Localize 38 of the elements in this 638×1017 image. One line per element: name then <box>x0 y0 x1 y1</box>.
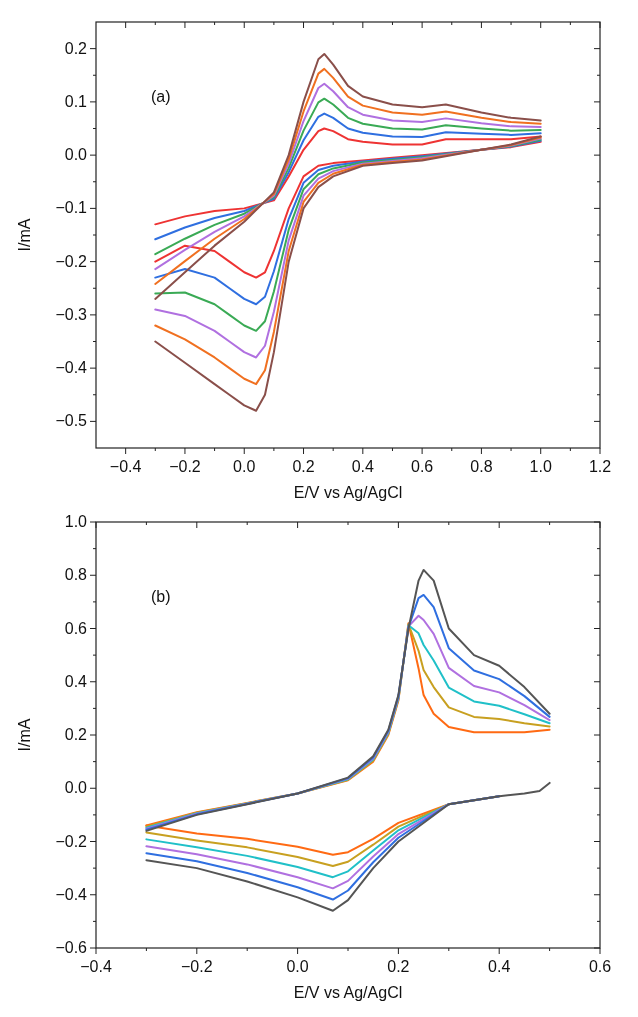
y-tick-label: 0.2 <box>64 39 88 57</box>
x-axis-title: E/V vs Ag/AgCl <box>293 484 403 501</box>
x-tick-label: 0.6 <box>588 958 612 975</box>
x-tick-label: −0.2 <box>169 458 201 475</box>
y-tick-label: 0.0 <box>64 146 88 164</box>
x-tick-label: 0.6 <box>410 458 434 475</box>
y-tick-label: 0.4 <box>64 672 88 690</box>
x-tick-label: 0.4 <box>488 958 511 975</box>
x-tick-label: −0.2 <box>181 958 213 975</box>
y-tick-label: −0.2 <box>55 252 88 270</box>
y-tick-label: −0.6 <box>55 939 88 956</box>
y-tick-label: 1.0 <box>64 513 88 530</box>
x-tick-label: −0.4 <box>80 958 112 975</box>
y-axis-title: I/mA <box>16 218 33 252</box>
x-tick-label: 0.0 <box>233 458 256 475</box>
y-tick-label: −0.1 <box>55 199 88 217</box>
x-tick-label: 0.2 <box>292 458 315 475</box>
y-axis-title: I/mA <box>16 718 33 752</box>
x-tick-label: 0.2 <box>387 958 410 975</box>
y-tick-label: 0.6 <box>64 619 88 637</box>
y-tick-label: −0.4 <box>55 885 88 903</box>
y-tick-label: 0.2 <box>64 726 88 743</box>
y-tick-label: −0.3 <box>55 305 88 323</box>
y-tick-label: 0.8 <box>64 566 88 584</box>
x-tick-label: 0.0 <box>286 958 309 975</box>
annotation: (b) <box>151 588 171 605</box>
x-axis-title: E/V vs Ag/AgCl <box>293 984 403 1001</box>
y-tick-label: −0.5 <box>55 412 88 430</box>
x-tick-label: 1.0 <box>529 458 552 475</box>
x-tick-label: 0.8 <box>470 458 493 475</box>
x-tick-label: 0.4 <box>351 458 375 475</box>
x-tick-label: −0.4 <box>109 458 142 475</box>
annotation: (a) <box>151 88 171 105</box>
x-tick-label: 1.2 <box>588 458 612 475</box>
y-tick-label: −0.2 <box>55 832 88 850</box>
y-tick-label: 0.1 <box>64 92 88 110</box>
y-tick-label: 0.0 <box>64 779 88 797</box>
y-tick-label: −0.4 <box>55 359 88 377</box>
